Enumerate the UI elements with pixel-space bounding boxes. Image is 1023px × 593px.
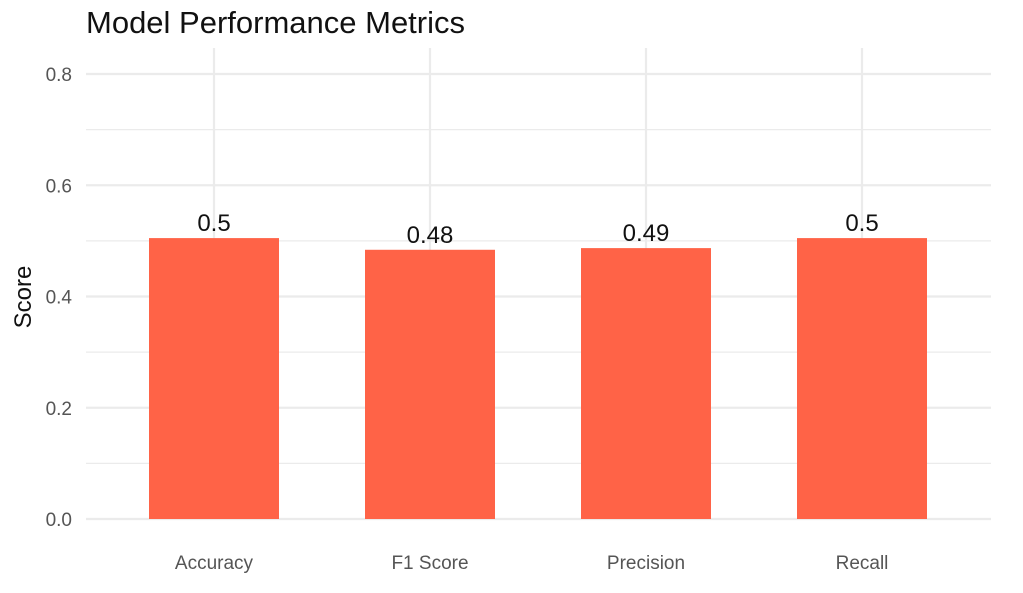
data-label: 0.49 bbox=[623, 220, 670, 247]
bars-group bbox=[149, 238, 927, 519]
data-label: 0.5 bbox=[197, 210, 230, 237]
x-tick-label: Recall bbox=[836, 553, 889, 574]
bar-f1-score bbox=[365, 249, 495, 519]
y-tick-label: 0.2 bbox=[46, 399, 72, 420]
bar-accuracy bbox=[149, 238, 279, 519]
chart-title: Model Performance Metrics bbox=[86, 5, 465, 40]
data-labels-group: 0.5 0.48 0.49 0.5 bbox=[197, 210, 878, 249]
y-axis-ticks: 0.0 0.2 0.4 0.6 0.8 bbox=[46, 65, 73, 531]
y-tick-label: 0.8 bbox=[46, 65, 72, 86]
y-tick-label: 0.0 bbox=[46, 510, 72, 531]
data-label: 0.48 bbox=[407, 222, 454, 249]
y-tick-label: 0.6 bbox=[46, 176, 72, 197]
x-tick-label: Accuracy bbox=[175, 553, 254, 574]
bar-recall bbox=[797, 238, 927, 519]
data-label: 0.5 bbox=[845, 210, 878, 237]
y-tick-label: 0.4 bbox=[46, 288, 73, 309]
bar-precision bbox=[581, 248, 711, 519]
x-tick-label: F1 Score bbox=[391, 553, 468, 574]
x-tick-label: Precision bbox=[607, 553, 685, 574]
x-axis-ticks: Accuracy F1 Score Precision Recall bbox=[175, 553, 888, 574]
y-axis-title: Score bbox=[10, 266, 37, 329]
